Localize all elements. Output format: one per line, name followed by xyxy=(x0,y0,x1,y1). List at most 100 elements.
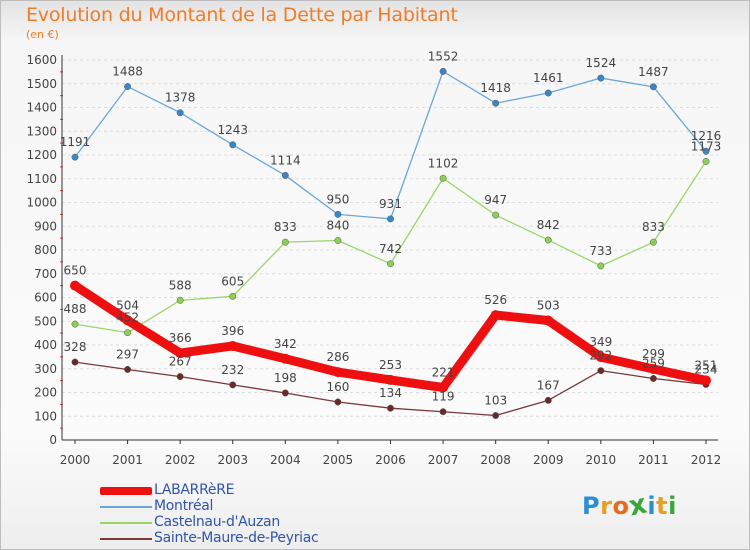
data-label: 366 xyxy=(169,331,192,345)
data-label: 504 xyxy=(116,298,139,312)
x-tick-label: 2005 xyxy=(323,453,354,467)
y-tick-label: 100 xyxy=(34,409,57,423)
data-point xyxy=(124,366,132,373)
data-point xyxy=(649,375,657,382)
data-point xyxy=(334,398,342,406)
data-label: 1487 xyxy=(638,65,669,79)
data-point xyxy=(281,389,289,397)
data-point xyxy=(387,215,394,223)
x-tick-label: 2002 xyxy=(165,453,196,467)
data-point xyxy=(176,109,184,117)
y-tick-label: 300 xyxy=(34,362,57,376)
data-label: 328 xyxy=(64,340,87,354)
y-tick-label: 400 xyxy=(34,338,57,352)
data-label: 833 xyxy=(274,220,297,234)
data-point xyxy=(387,404,394,412)
legend-swatch xyxy=(100,506,152,508)
legend-item: Sainte-Maure-de-Peyriac xyxy=(100,530,400,547)
data-label: 134 xyxy=(379,386,402,400)
data-label: 1488 xyxy=(112,65,143,79)
x-tick-label: 2003 xyxy=(217,453,248,467)
data-point xyxy=(280,353,291,364)
x-tick-label: 2009 xyxy=(533,453,564,467)
x-tick-label: 2007 xyxy=(428,453,459,467)
x-tick-label: 2011 xyxy=(638,453,669,467)
data-point xyxy=(597,367,605,375)
data-point xyxy=(334,237,342,244)
data-point xyxy=(70,280,80,291)
data-point xyxy=(597,74,605,82)
y-tick-label: 0 xyxy=(49,433,57,447)
data-point xyxy=(492,412,500,419)
legend-item: Castelnau-d'Auzan xyxy=(100,514,400,531)
x-tick-label: 2000 xyxy=(60,453,91,467)
data-label: 259 xyxy=(642,356,665,370)
data-point xyxy=(176,373,184,381)
data-point xyxy=(490,310,501,321)
data-point xyxy=(543,315,554,326)
data-label: 840 xyxy=(326,219,349,233)
data-point xyxy=(175,348,186,359)
data-point xyxy=(595,352,606,363)
y-tick-label: 1200 xyxy=(26,148,57,162)
legend-label: Castelnau-d'Auzan xyxy=(154,514,280,530)
data-label: 526 xyxy=(484,293,507,307)
legend-label: Montréal xyxy=(154,498,214,514)
data-label: 452 xyxy=(116,311,139,325)
data-label: 299 xyxy=(642,347,665,361)
chart-subtitle: (en €) xyxy=(26,28,59,41)
legend-swatch xyxy=(100,538,152,540)
data-label: 221 xyxy=(432,366,455,380)
x-tick-label: 2004 xyxy=(270,453,301,467)
data-label: 1102 xyxy=(428,156,459,170)
y-tick-label: 900 xyxy=(34,219,57,233)
data-label: 842 xyxy=(537,218,560,232)
y-tick-label: 200 xyxy=(34,386,57,400)
data-point xyxy=(385,374,396,385)
data-point xyxy=(492,99,500,107)
data-point xyxy=(701,375,711,386)
data-label: 742 xyxy=(379,242,402,256)
data-point xyxy=(71,153,79,161)
data-label: 342 xyxy=(274,337,297,351)
data-label: 160 xyxy=(326,380,349,394)
data-label: 253 xyxy=(379,358,402,372)
y-tick-label: 1000 xyxy=(26,196,57,210)
data-label: 650 xyxy=(64,264,87,278)
x-tick-label: 2006 xyxy=(375,453,406,467)
legend-item: LABARRèRE xyxy=(100,482,400,499)
data-point xyxy=(439,174,447,182)
data-label: 503 xyxy=(537,299,560,313)
y-tick-label: 700 xyxy=(34,267,57,281)
y-tick-label: 1500 xyxy=(26,77,57,91)
data-label: 234 xyxy=(695,362,718,376)
data-label: 733 xyxy=(589,244,612,258)
data-label: 267 xyxy=(169,355,192,369)
data-label: 950 xyxy=(326,192,349,206)
data-point xyxy=(332,367,343,378)
data-label: 605 xyxy=(221,274,244,288)
data-point xyxy=(544,89,552,97)
legend-swatch xyxy=(100,487,152,495)
data-point xyxy=(176,296,184,304)
data-label: 297 xyxy=(116,347,139,361)
data-label: 1243 xyxy=(217,123,248,137)
data-label: 1216 xyxy=(691,129,722,143)
data-label: 292 xyxy=(589,349,612,363)
data-point xyxy=(281,238,289,246)
data-label: 396 xyxy=(221,324,244,338)
data-label: 167 xyxy=(537,378,560,392)
x-tick-label: 2010 xyxy=(586,453,617,467)
y-tick-label: 1600 xyxy=(26,53,57,67)
x-tick-label: 2012 xyxy=(691,453,722,467)
data-point xyxy=(702,157,710,165)
legend-item: Montréal xyxy=(100,498,400,515)
x-tick-label: 2001 xyxy=(112,453,143,467)
data-point xyxy=(122,315,133,326)
legend: LABARRèRE Montréal Castelnau-d'Auzan Sainte… xyxy=(100,482,400,547)
data-point xyxy=(597,262,605,270)
y-tick-label: 500 xyxy=(34,314,57,328)
y-tick-label: 600 xyxy=(34,291,57,305)
data-point xyxy=(439,67,447,75)
data-label: 947 xyxy=(484,193,507,207)
